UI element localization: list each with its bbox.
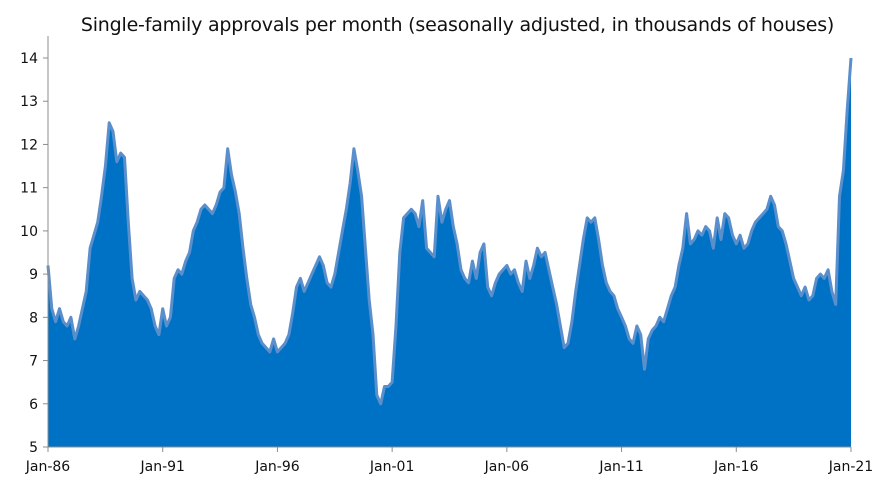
y-tick-label: 14 [20,51,38,67]
x-axis: Jan-86 Jan-91 Jan-96 Jan-01 Jan-06 Jan-11 Jan-… [25,446,873,475]
y-tick-label: 12 [20,137,38,153]
y-axis: 5 6 7 8 9 10 11 12 13 14 [20,36,49,456]
x-tick-label: Jan-96 [254,459,300,475]
plot-area [46,57,853,447]
chart-title: Single-family approvals per month (seaso… [80,14,835,36]
x-tick-label: Jan-91 [139,459,184,475]
y-tick-label: 7 [29,354,38,370]
y-tick-label: 9 [29,267,38,283]
series-area [48,58,851,447]
series-line [46,57,853,406]
y-tick-label: 11 [20,181,38,197]
x-tick-label: Jan-01 [369,459,414,475]
x-tick-label: Jan-06 [484,459,530,475]
y-tick-label: 8 [29,310,38,326]
y-tick-label: 13 [20,94,38,110]
y-tick-label: 6 [29,397,38,413]
x-tick-label: Jan-86 [25,459,71,475]
x-tick-label: Jan-21 [828,459,873,475]
y-tick-label: 5 [29,440,38,456]
x-tick-label: Jan-11 [598,459,643,475]
y-tick-label: 10 [20,224,38,240]
x-tick-label: Jan-16 [713,459,759,475]
